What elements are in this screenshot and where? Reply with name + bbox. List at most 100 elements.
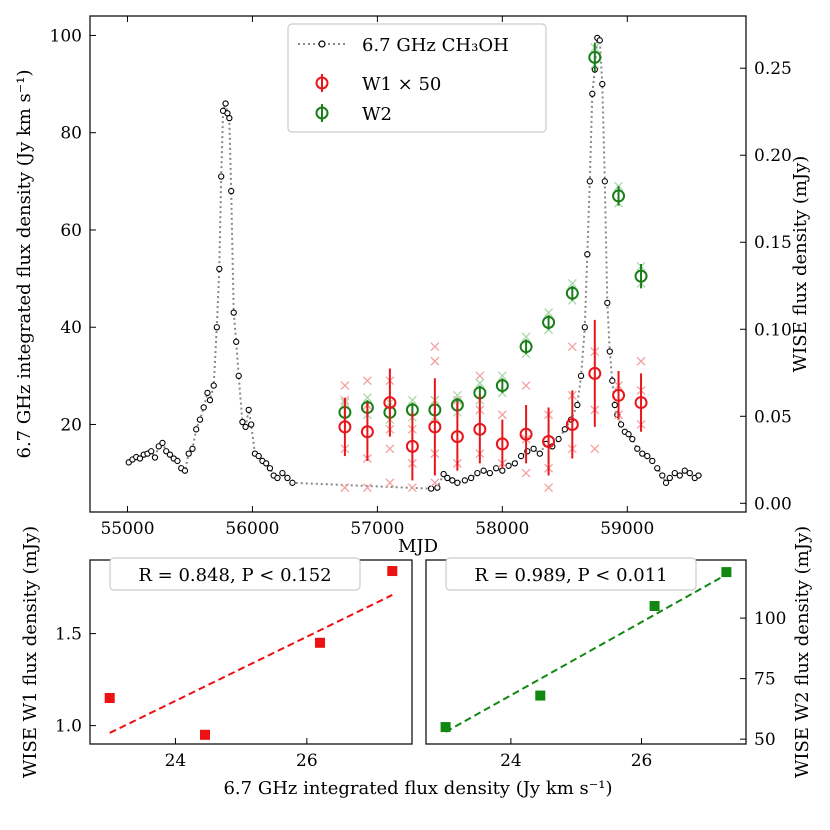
- top-y-tick-label: 80: [60, 124, 82, 144]
- maser-point: [279, 469, 286, 477]
- w2-sample-cross: [362, 393, 372, 403]
- w1-sample-cross: [497, 410, 507, 420]
- maser-point: [586, 178, 593, 185]
- maser-point: [625, 431, 632, 438]
- bl-point: [200, 729, 210, 740]
- maser-point: [611, 401, 618, 409]
- w1-point: [405, 439, 419, 453]
- maser-point: [136, 455, 144, 462]
- legend: 6.7 GHz CH₃OH W1 × 50 W2: [287, 23, 547, 133]
- br-point: [649, 601, 660, 611]
- w2-sample-cross: [614, 181, 624, 191]
- br-point: [440, 722, 451, 733]
- top-y-right-tick-label: 0.25: [754, 59, 792, 79]
- maser-point: [189, 445, 196, 452]
- maser-point: [486, 469, 493, 477]
- w1-point: [565, 417, 579, 431]
- br-y-label: WISE W2 flux density (mJy): [792, 526, 813, 778]
- maser-point: [676, 472, 683, 479]
- w2-point: [565, 286, 579, 300]
- maser-point: [248, 421, 255, 428]
- maser-point: [210, 382, 217, 389]
- maser-point: [284, 474, 291, 482]
- maser-point: [206, 397, 214, 404]
- w2-sample-cross: [475, 378, 485, 388]
- maser-point: [671, 469, 678, 477]
- top-y-tick-label: 60: [60, 221, 82, 241]
- maser-point: [530, 445, 537, 452]
- maser-point: [461, 477, 469, 484]
- maser-point: [159, 439, 166, 447]
- maser-point: [216, 265, 223, 273]
- maser-point: [584, 251, 591, 258]
- w1-sample-cross: [475, 371, 485, 381]
- w1-point: [450, 430, 464, 444]
- bl-x-tick-label: 26: [296, 751, 318, 771]
- maser-point: [601, 178, 608, 185]
- w2-sample-cross: [521, 332, 531, 342]
- w1-point: [612, 388, 626, 402]
- top-y-label: 6.7 GHz integrated flux density (Jy km s…: [14, 69, 35, 458]
- w1-sample-cross: [340, 381, 350, 391]
- maser-point: [649, 457, 656, 465]
- maser-point: [662, 479, 670, 486]
- w1-sample-cross: [407, 483, 417, 493]
- w1-point: [473, 422, 487, 436]
- top-plot-frame: [89, 15, 747, 513]
- maser-point: [155, 443, 162, 450]
- maser-point: [511, 460, 518, 467]
- maser-point: [695, 472, 702, 479]
- top-y-tick-label: 100: [50, 26, 82, 46]
- maser-point: [480, 467, 487, 474]
- w1-point: [588, 366, 602, 380]
- top-x-tick-label: 57000: [350, 519, 404, 539]
- maser-point: [226, 114, 233, 122]
- maser-point: [686, 469, 693, 477]
- maser-point: [505, 462, 512, 469]
- br-point: [721, 567, 732, 578]
- maser-point: [604, 299, 611, 307]
- w1-point: [338, 420, 352, 434]
- maser-point: [596, 37, 603, 44]
- w2-point: [495, 379, 509, 393]
- maser-point: [581, 324, 588, 331]
- top-y-right-tick-label: 0.05: [754, 407, 792, 427]
- w1-point: [360, 425, 374, 439]
- br-y-tick-label: 75: [754, 670, 776, 690]
- maser-point: [263, 460, 270, 467]
- br-y-tick-label: 50: [754, 730, 776, 750]
- maser-point: [454, 479, 461, 486]
- bl-point: [104, 693, 115, 703]
- bottom-x-label: 6.7 GHz integrated flux density (Jy km s…: [223, 778, 612, 799]
- maser-point: [233, 338, 240, 345]
- br-fit-line: [445, 573, 727, 733]
- maser-point: [166, 451, 174, 458]
- maser-point: [536, 450, 543, 457]
- maser-point: [599, 80, 606, 88]
- br-x-tick-label: 24: [500, 751, 522, 771]
- maser-point: [555, 435, 562, 443]
- w2-sample-cross: [567, 278, 577, 288]
- maser-point: [193, 426, 200, 433]
- maser-point: [492, 465, 500, 472]
- w2-point: [588, 50, 602, 64]
- w2-sample-cross: [407, 395, 417, 405]
- br-stats-text: R = 0.989, P < 0.011: [474, 565, 667, 586]
- maser-point: [204, 389, 211, 397]
- top-y-right-label: WISE flux density (mJy): [790, 156, 811, 373]
- top-x-tick-label: 58000: [475, 519, 529, 539]
- maser-point: [561, 426, 568, 433]
- w2-sample-cross: [497, 371, 507, 381]
- bottom-right-panel: 24 26 50 75 100 R = 0.989, P < 0.011 WISE W2…: [425, 526, 813, 778]
- maser-point: [577, 372, 585, 379]
- maser-point: [274, 474, 281, 482]
- maser-point: [200, 404, 207, 411]
- maser-point: [266, 465, 274, 472]
- maser-point: [242, 423, 249, 431]
- maser-point: [617, 421, 625, 428]
- top-y-tick-label: 40: [60, 318, 82, 338]
- bl-point: [315, 637, 325, 648]
- bl-fit-line: [109, 594, 393, 734]
- bl-y-tick-label: 1.5: [55, 625, 82, 645]
